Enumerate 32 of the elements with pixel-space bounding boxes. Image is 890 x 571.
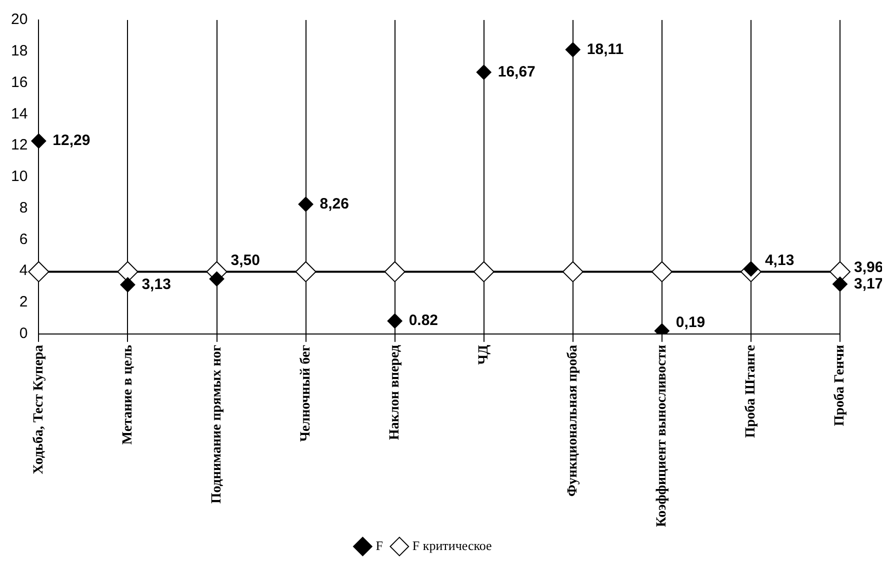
data-label: 0,19	[676, 314, 706, 332]
x-tick-label: Наклон вперед	[387, 344, 402, 440]
data-label: 3,13	[142, 276, 171, 293]
data-label: 0.82	[408, 312, 438, 330]
y-tick-label: 8	[19, 199, 28, 216]
legend-label: F	[376, 538, 383, 553]
data-label: 12,29	[52, 132, 90, 150]
y-tick-label: 12	[10, 136, 28, 154]
x-tick-label: ЧД	[476, 344, 492, 365]
legend-label: F критическое	[412, 538, 492, 553]
x-tick-label: Челночный бег	[298, 344, 314, 442]
data-label: 18,11	[586, 40, 624, 58]
y-tick-label: 0	[19, 325, 28, 342]
y-tick-label: 2	[19, 294, 28, 311]
data-label: 8,26	[320, 195, 349, 212]
y-tick-label: 18	[10, 42, 28, 60]
x-tick-label: Функциональная проба	[566, 344, 581, 497]
data-label: 16,67	[498, 63, 536, 80]
data-label: 3,50	[230, 252, 260, 269]
x-tick-label: Коэффициент выносливости	[654, 344, 670, 528]
y-tick-label: 20	[10, 11, 28, 28]
x-tick-label: Метание в цель	[120, 344, 136, 445]
x-tick-label: Ходьба, Тест Купера	[31, 344, 46, 474]
y-tick-label: 14	[10, 105, 28, 122]
y-tick-label: 16	[10, 74, 28, 91]
x-tick-label: Проба Штанге	[744, 344, 759, 438]
x-tick-label: Проба Генчи	[832, 344, 848, 426]
data-label: 4,13	[764, 252, 794, 269]
y-tick-label: 10	[10, 168, 28, 186]
y-tick-label: 4	[19, 262, 28, 280]
y-tick-label: 6	[19, 230, 28, 248]
x-tick-label: Поднимание прямых ног	[209, 344, 224, 504]
